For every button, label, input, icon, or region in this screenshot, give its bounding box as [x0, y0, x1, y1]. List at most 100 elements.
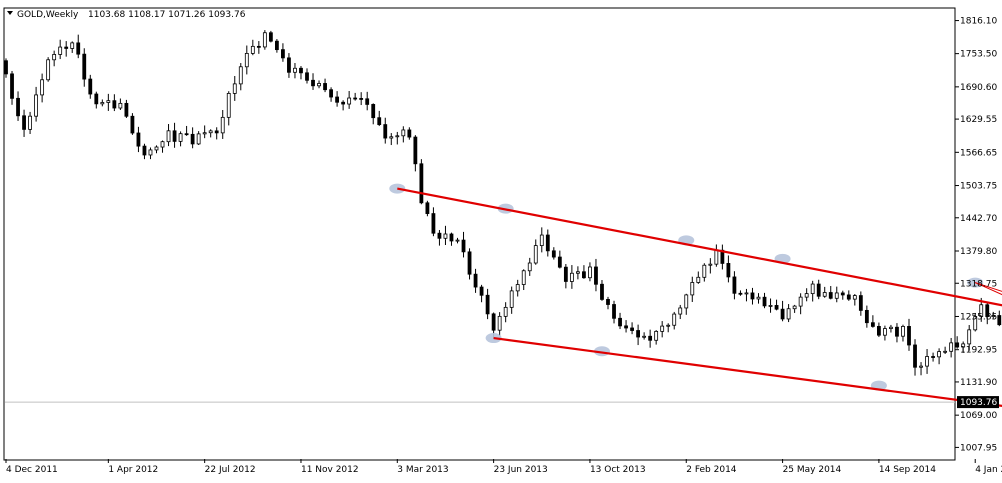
candle-body	[419, 163, 424, 204]
candle-body	[551, 250, 556, 258]
candle-body	[112, 100, 117, 109]
time-tick-label: 3 Mar 2013	[397, 465, 448, 475]
candle-body	[335, 96, 340, 103]
candle-body	[359, 98, 364, 100]
candle-body	[449, 233, 454, 242]
candle-body	[672, 313, 677, 326]
candle-body	[678, 307, 683, 315]
symbol-label: GOLD,Weekly	[17, 10, 79, 20]
candle-body	[413, 136, 418, 165]
candle-body	[624, 325, 628, 329]
candle-body	[864, 309, 869, 324]
candle-body	[4, 60, 8, 75]
price-tick-label: 1131.90	[960, 378, 997, 388]
candle-body	[208, 130, 213, 134]
candle-body	[443, 233, 448, 239]
time-tick-label: 4 Dec 2011	[6, 465, 58, 475]
candle-body	[870, 322, 875, 327]
candle-body	[949, 342, 954, 352]
time-tick-label: 4 Jan 2015	[975, 465, 1002, 475]
candle-body	[991, 315, 996, 317]
time-tick-label: 23 Jun 2013	[494, 465, 548, 475]
candle-body	[383, 124, 388, 139]
candle-body	[756, 296, 761, 300]
candle-body	[666, 324, 671, 327]
price-tick-label: 1753.50	[960, 50, 997, 60]
candle-body	[750, 292, 755, 300]
candle-body	[576, 271, 580, 274]
candle-body	[46, 59, 51, 81]
candle-body	[877, 326, 881, 336]
candle-body	[606, 299, 610, 305]
candle-body	[389, 136, 394, 139]
candle-body	[919, 365, 923, 368]
candle-body	[961, 343, 966, 348]
time-axis: 4 Dec 2011 1 Apr 2012 22 Jul 2012 11 Nov 20…	[5, 459, 1002, 475]
candle-body	[256, 45, 261, 48]
trend-line[interactable]	[397, 187, 1002, 370]
candle-body	[521, 270, 526, 285]
candle-body	[907, 326, 911, 346]
price-tick-label: 1192.95	[960, 346, 997, 356]
candle-body	[88, 78, 93, 95]
candle-body	[774, 305, 779, 310]
candle-body	[82, 53, 87, 80]
candle-body	[118, 102, 123, 109]
candle-body	[64, 46, 69, 49]
candle-body	[810, 283, 815, 295]
candle-body	[479, 286, 484, 296]
price-tick-label: 1816.10	[960, 17, 997, 27]
candle-body	[594, 266, 598, 285]
candle-body	[232, 83, 237, 94]
price-axis: 1816.10 1753.50 1690.60 1629.55 1566.65 1503.…	[955, 17, 997, 453]
price-tick-label: 1318.75	[960, 279, 997, 289]
candle-body	[588, 266, 592, 279]
candle-body	[545, 234, 550, 252]
candle-body	[925, 356, 929, 367]
current-price-label: 1093.76	[960, 398, 997, 408]
dropdown-triangle-icon[interactable]	[7, 11, 13, 15]
price-tick-label: 1566.65	[960, 148, 997, 158]
candle-body	[913, 344, 917, 368]
candle-body	[244, 52, 249, 68]
time-tick-label: 2 Feb 2014	[686, 465, 737, 475]
candle-body	[431, 213, 436, 234]
candle-body	[834, 292, 839, 299]
candle-body	[130, 115, 135, 134]
candle-body	[281, 49, 285, 59]
candle-body	[660, 325, 665, 332]
candle-body	[371, 104, 376, 119]
candle-body	[136, 132, 141, 147]
candle-body	[196, 133, 201, 145]
price-tick-label: 1629.55	[960, 115, 997, 125]
candle-body	[299, 67, 303, 74]
candle-body	[714, 249, 719, 265]
candle-body	[485, 294, 490, 315]
candle-body	[636, 330, 640, 338]
candle-body	[10, 73, 14, 99]
candle-body	[347, 97, 352, 105]
candle-body	[816, 283, 821, 297]
candle-body	[40, 79, 45, 96]
candle-body	[172, 130, 177, 142]
candle-body	[702, 264, 707, 278]
candle-body	[563, 266, 568, 282]
candle-body	[407, 129, 412, 138]
candle-body	[840, 292, 845, 296]
candle-body	[967, 329, 972, 345]
trend-line[interactable]	[493, 336, 1002, 451]
candle-body	[654, 330, 659, 341]
candle-body	[287, 57, 291, 73]
candle-body	[473, 273, 478, 288]
candle-body	[395, 135, 400, 138]
price-tick-label: 1503.75	[960, 182, 997, 192]
candle-body	[509, 290, 514, 308]
candle-body	[515, 284, 520, 292]
candle-body	[305, 72, 309, 81]
candle-body	[630, 327, 634, 331]
candle-body	[642, 335, 647, 338]
candle-body	[311, 79, 315, 87]
candle-body	[437, 232, 442, 239]
candle-body	[455, 239, 460, 242]
